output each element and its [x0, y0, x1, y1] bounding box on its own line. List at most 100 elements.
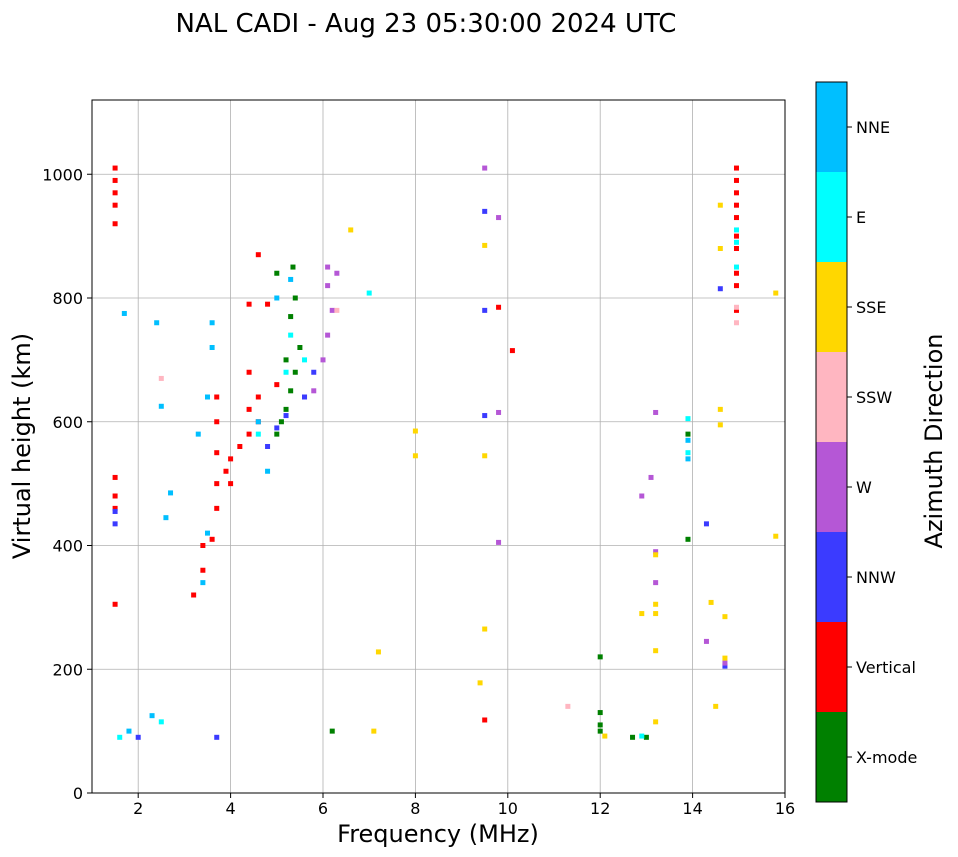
colorbar-tick-label: E — [856, 208, 866, 227]
x-tick-label: 14 — [682, 799, 702, 818]
data-point — [703, 521, 709, 527]
data-point — [297, 345, 303, 350]
data-point — [112, 202, 118, 208]
data-point — [265, 444, 271, 449]
data-point — [214, 450, 220, 456]
colorbar-swatch — [816, 262, 847, 352]
data-point — [565, 703, 571, 709]
colorbar-tick-label: X-mode — [856, 748, 917, 767]
data-point — [733, 264, 739, 270]
series-e — [117, 227, 739, 740]
data-point — [237, 444, 243, 449]
data-point — [325, 332, 331, 338]
data-point — [733, 202, 739, 208]
data-point — [509, 348, 515, 354]
data-point — [288, 332, 294, 338]
colorbar: X-mode Vertical NNW W SSW SSE E NNE — [815, 81, 917, 803]
data-points — [112, 165, 779, 740]
data-point — [685, 416, 691, 422]
series-vertical — [112, 165, 739, 723]
data-point — [112, 508, 118, 514]
data-point — [320, 357, 326, 363]
data-point — [366, 290, 372, 296]
data-point — [597, 722, 603, 728]
x-axis-ticks: 2 4 6 8 10 12 14 16 — [133, 793, 795, 818]
y-tick-label: 400 — [52, 537, 83, 556]
x-axis-label: Frequency (MHz) — [337, 820, 539, 848]
data-point — [228, 481, 234, 487]
data-point — [112, 521, 118, 527]
data-point — [274, 425, 280, 431]
data-point — [496, 539, 502, 545]
data-point — [195, 431, 201, 437]
data-point — [158, 403, 164, 409]
data-point — [496, 409, 502, 415]
data-point — [685, 437, 691, 443]
data-point — [246, 369, 252, 375]
data-point — [639, 493, 645, 499]
data-point — [112, 493, 118, 499]
data-point — [482, 307, 488, 313]
x-tick-label: 8 — [410, 799, 420, 818]
data-point — [205, 394, 210, 400]
data-point — [685, 450, 691, 456]
data-point — [482, 242, 488, 248]
colorbar-tick-label: NNW — [856, 568, 896, 587]
data-point — [117, 734, 123, 740]
series-w — [311, 165, 728, 666]
data-point — [371, 728, 377, 734]
data-point — [274, 431, 280, 437]
data-point — [713, 703, 719, 709]
data-point — [722, 663, 728, 669]
data-point — [653, 549, 659, 555]
data-point — [685, 431, 691, 437]
data-point — [329, 728, 335, 734]
data-point — [412, 453, 418, 459]
data-point — [703, 638, 709, 644]
data-point — [302, 357, 308, 363]
data-point — [773, 290, 779, 296]
data-point — [288, 314, 294, 320]
data-point — [685, 456, 691, 462]
data-point — [214, 481, 220, 487]
data-point — [334, 307, 340, 313]
series-nne — [121, 276, 691, 734]
data-point — [653, 580, 659, 586]
data-point — [482, 413, 488, 419]
colorbar-label: Azimuth Direction — [920, 334, 948, 549]
data-point — [733, 165, 739, 171]
y-tick-label: 800 — [52, 289, 83, 308]
data-point — [158, 719, 164, 725]
data-point — [685, 536, 691, 542]
data-point — [112, 221, 118, 227]
series-sse — [348, 202, 779, 739]
series-ssw — [158, 304, 739, 709]
data-point — [717, 422, 723, 428]
colorbar-tick-label: SSE — [856, 298, 886, 317]
data-point — [200, 543, 206, 548]
data-point — [733, 227, 739, 233]
data-point — [733, 239, 739, 245]
data-point — [722, 660, 728, 666]
x-tick-label: 2 — [133, 799, 143, 818]
data-point — [648, 474, 654, 480]
data-point — [246, 301, 252, 307]
data-point — [209, 536, 215, 542]
data-point — [255, 431, 261, 437]
y-tick-label: 200 — [52, 660, 83, 679]
colorbar-swatch — [816, 82, 847, 172]
colorbar-tick-label: SSW — [856, 388, 892, 407]
data-point — [302, 394, 308, 400]
data-point — [653, 409, 659, 415]
colorbar-swatch — [816, 442, 847, 532]
data-point — [412, 428, 418, 434]
data-point — [717, 246, 723, 251]
data-point — [265, 468, 271, 474]
data-point — [477, 680, 483, 686]
data-point — [265, 301, 271, 307]
data-point — [733, 320, 739, 326]
series-nnw — [112, 208, 728, 740]
data-point — [246, 431, 252, 437]
data-point — [283, 357, 289, 363]
